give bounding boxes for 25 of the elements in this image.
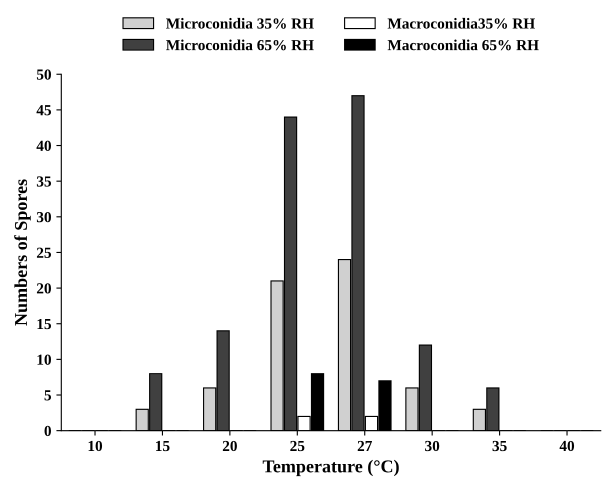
x-tick-label: 35: [492, 440, 507, 452]
y-tick-label: 10: [38, 354, 51, 365]
y-tick-label: 35: [36, 176, 52, 187]
y-tick-label: 25: [36, 248, 52, 258]
y-tick-label: 40: [36, 140, 51, 151]
legend-label: Macroconidia35% RH: [388, 18, 535, 29]
legend-label: Macroconidia 65% RH: [388, 40, 539, 50]
y-tick-label: 15: [38, 318, 52, 330]
y-tick-label: 5: [44, 390, 52, 400]
x-tick-label: 10: [88, 440, 102, 452]
x-tick-label: 30: [425, 440, 440, 452]
y-tick-label: 45: [36, 105, 52, 116]
y-tick-label: 30: [36, 212, 51, 222]
y-axis-title: Numbers of Spores: [14, 179, 31, 326]
y-tick-label: 0: [44, 426, 51, 436]
y-tick-label: 50: [36, 69, 51, 80]
x-tick-label: 27: [358, 440, 372, 451]
x-tick-label: 20: [222, 440, 237, 452]
legend-label: Microconidia 35% RH: [166, 18, 314, 29]
y-tick-label: 20: [36, 283, 51, 294]
x-axis-title: Temperature (°C): [262, 460, 399, 476]
x-tick-label: 25: [290, 440, 304, 452]
legend-label: Microconidia 65% RH: [166, 40, 314, 50]
x-tick-label: 15: [156, 440, 170, 452]
x-tick-label: 40: [560, 440, 574, 452]
